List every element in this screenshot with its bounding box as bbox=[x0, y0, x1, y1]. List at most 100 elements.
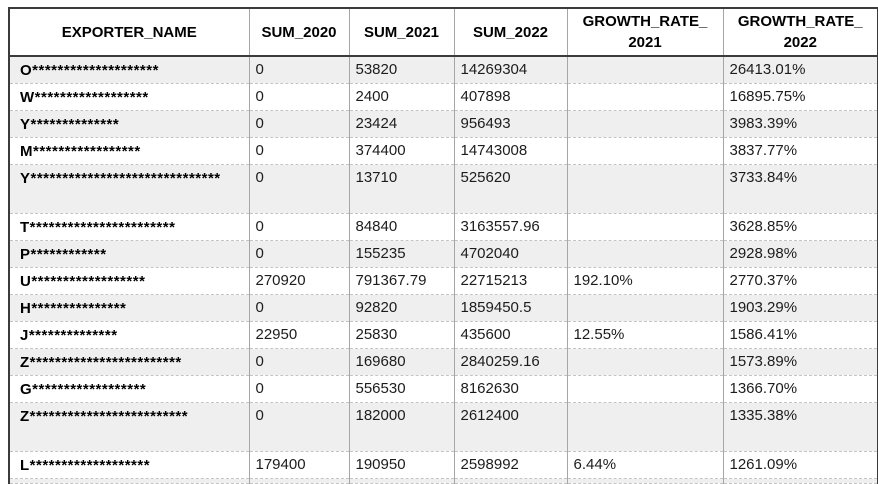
cell-sum-2022[interactable]: 435600 bbox=[454, 321, 568, 349]
cell-sum-2021[interactable]: 374400 bbox=[349, 137, 455, 165]
cell-growth-rate-2021[interactable] bbox=[567, 478, 724, 484]
cell-sum-2020[interactable]: 0 bbox=[249, 137, 350, 165]
cell-growth-rate-2022[interactable]: 1261.09% bbox=[723, 451, 878, 479]
cell-sum-2022[interactable]: 3163557.96 bbox=[454, 213, 568, 241]
cell-exporter-name[interactable]: P************ bbox=[9, 240, 250, 268]
cell-growth-rate-2021[interactable] bbox=[567, 110, 724, 138]
cell-sum-2020[interactable]: 22950 bbox=[249, 321, 350, 349]
cell-sum-2022[interactable]: 2840259.16 bbox=[454, 348, 568, 376]
cell-sum-2021[interactable]: 2400 bbox=[349, 83, 455, 111]
cell-growth-rate-2021[interactable] bbox=[567, 83, 724, 111]
cell-sum-2022[interactable]: 956493 bbox=[454, 110, 568, 138]
cell-sum-2022[interactable]: 2598992 bbox=[454, 451, 568, 479]
cell-growth-rate-2021[interactable] bbox=[567, 164, 724, 214]
cell-growth-rate-2022[interactable]: 26413.01% bbox=[723, 56, 878, 84]
cell-exporter-name[interactable]: M***************** bbox=[9, 137, 250, 165]
cell-sum-2020[interactable]: 0 bbox=[249, 240, 350, 268]
column-header-growth-rate-2022[interactable]: GROWTH_RATE_ 2022 bbox=[723, 8, 878, 57]
cell-sum-2021[interactable]: 25830 bbox=[349, 321, 455, 349]
cell-sum-2020[interactable]: 0 bbox=[249, 56, 350, 84]
cell-sum-2021[interactable]: 182000 bbox=[349, 402, 455, 452]
cell-exporter-name[interactable]: Y************** bbox=[9, 110, 250, 138]
column-header-growth-rate-2021[interactable]: GROWTH_RATE_ 2021 bbox=[567, 8, 724, 57]
cell-growth-rate-2021[interactable] bbox=[567, 137, 724, 165]
cell-sum-2022[interactable] bbox=[454, 478, 568, 484]
cell-sum-2020[interactable]: 179400 bbox=[249, 451, 350, 479]
cell-sum-2020[interactable]: 0 bbox=[249, 402, 350, 452]
cell-growth-rate-2022[interactable]: 1573.89% bbox=[723, 348, 878, 376]
cell-sum-2021[interactable]: 84840 bbox=[349, 213, 455, 241]
cell-growth-rate-2021[interactable] bbox=[567, 402, 724, 452]
cell-exporter-name[interactable]: Z************************ bbox=[9, 348, 250, 376]
exporter-growth-table: EXPORTER_NAME SUM_2020 SUM_2021 SUM_2022… bbox=[8, 7, 878, 484]
cell-growth-rate-2021[interactable] bbox=[567, 213, 724, 241]
cell-growth-rate-2022[interactable]: 3628.85% bbox=[723, 213, 878, 241]
cell-sum-2022[interactable]: 2612400 bbox=[454, 402, 568, 452]
cell-exporter-name[interactable]: Y****************************** bbox=[9, 164, 250, 214]
cell-sum-2020[interactable] bbox=[249, 478, 350, 484]
cell-sum-2021[interactable]: 92820 bbox=[349, 294, 455, 322]
cell-growth-rate-2022[interactable]: 1335.38% bbox=[723, 402, 878, 452]
cell-sum-2021[interactable]: 791367.79 bbox=[349, 267, 455, 295]
cell-growth-rate-2021[interactable] bbox=[567, 294, 724, 322]
cell-growth-rate-2021[interactable]: 6.44% bbox=[567, 451, 724, 479]
cell-growth-rate-2021[interactable] bbox=[567, 348, 724, 376]
cell-exporter-name[interactable] bbox=[9, 478, 250, 484]
cell-growth-rate-2021[interactable]: 12.55% bbox=[567, 321, 724, 349]
cell-growth-rate-2021[interactable]: 192.10% bbox=[567, 267, 724, 295]
cell-growth-rate-2022[interactable]: 1366.70% bbox=[723, 375, 878, 403]
cell-exporter-name[interactable]: L******************* bbox=[9, 451, 250, 479]
cell-sum-2022[interactable]: 4702040 bbox=[454, 240, 568, 268]
cell-growth-rate-2022[interactable]: 3983.39% bbox=[723, 110, 878, 138]
cell-sum-2020[interactable]: 0 bbox=[249, 110, 350, 138]
cell-sum-2022[interactable]: 8162630 bbox=[454, 375, 568, 403]
cell-exporter-name[interactable]: U****************** bbox=[9, 267, 250, 295]
cell-exporter-name[interactable]: Z************************* bbox=[9, 402, 250, 452]
cell-sum-2020[interactable]: 0 bbox=[249, 83, 350, 111]
cell-growth-rate-2022[interactable]: 2770.37% bbox=[723, 267, 878, 295]
cell-sum-2022[interactable]: 525620 bbox=[454, 164, 568, 214]
cell-sum-2020[interactable]: 0 bbox=[249, 348, 350, 376]
cell-exporter-name[interactable]: J************** bbox=[9, 321, 250, 349]
column-header-sum-2022[interactable]: SUM_2022 bbox=[454, 8, 568, 57]
cell-sum-2020[interactable]: 0 bbox=[249, 375, 350, 403]
column-header-sum-2021[interactable]: SUM_2021 bbox=[349, 8, 455, 57]
cell-sum-2022[interactable]: 22715213 bbox=[454, 267, 568, 295]
cell-sum-2021[interactable]: 556530 bbox=[349, 375, 455, 403]
cell-growth-rate-2022[interactable]: 1903.29% bbox=[723, 294, 878, 322]
cell-sum-2021[interactable]: 53820 bbox=[349, 56, 455, 84]
cell-growth-rate-2021[interactable] bbox=[567, 240, 724, 268]
cell-sum-2020[interactable]: 270920 bbox=[249, 267, 350, 295]
cell-sum-2022[interactable]: 407898 bbox=[454, 83, 568, 111]
cell-sum-2022[interactable]: 1859450.5 bbox=[454, 294, 568, 322]
table-row: P************ 0 155235 4702040 2928.98% bbox=[9, 240, 878, 268]
cell-exporter-name[interactable]: G****************** bbox=[9, 375, 250, 403]
cell-sum-2021[interactable] bbox=[349, 478, 455, 484]
cell-growth-rate-2022[interactable]: 1586.41% bbox=[723, 321, 878, 349]
table-row: H*************** 0 92820 1859450.5 1903.… bbox=[9, 294, 878, 322]
cell-growth-rate-2022[interactable]: 3837.77% bbox=[723, 137, 878, 165]
cell-growth-rate-2022[interactable] bbox=[723, 478, 878, 484]
header-label: EXPORTER_NAME bbox=[61, 23, 197, 41]
column-header-exporter-name[interactable]: EXPORTER_NAME bbox=[9, 8, 250, 57]
cell-growth-rate-2021[interactable] bbox=[567, 375, 724, 403]
cell-sum-2021[interactable]: 23424 bbox=[349, 110, 455, 138]
cell-growth-rate-2022[interactable]: 2928.98% bbox=[723, 240, 878, 268]
cell-sum-2020[interactable]: 0 bbox=[249, 294, 350, 322]
cell-growth-rate-2022[interactable]: 16895.75% bbox=[723, 83, 878, 111]
cell-exporter-name[interactable]: O******************** bbox=[9, 56, 250, 84]
cell-sum-2021[interactable]: 155235 bbox=[349, 240, 455, 268]
cell-sum-2022[interactable]: 14743008 bbox=[454, 137, 568, 165]
cell-sum-2021[interactable]: 169680 bbox=[349, 348, 455, 376]
cell-sum-2022[interactable]: 14269304 bbox=[454, 56, 568, 84]
cell-exporter-name[interactable]: H*************** bbox=[9, 294, 250, 322]
column-header-sum-2020[interactable]: SUM_2020 bbox=[249, 8, 350, 57]
cell-sum-2021[interactable]: 190950 bbox=[349, 451, 455, 479]
cell-sum-2020[interactable]: 0 bbox=[249, 164, 350, 214]
cell-sum-2020[interactable]: 0 bbox=[249, 213, 350, 241]
cell-sum-2021[interactable]: 13710 bbox=[349, 164, 455, 214]
cell-growth-rate-2021[interactable] bbox=[567, 56, 724, 84]
cell-exporter-name[interactable]: W****************** bbox=[9, 83, 250, 111]
cell-growth-rate-2022[interactable]: 3733.84% bbox=[723, 164, 878, 214]
cell-exporter-name[interactable]: T*********************** bbox=[9, 213, 250, 241]
